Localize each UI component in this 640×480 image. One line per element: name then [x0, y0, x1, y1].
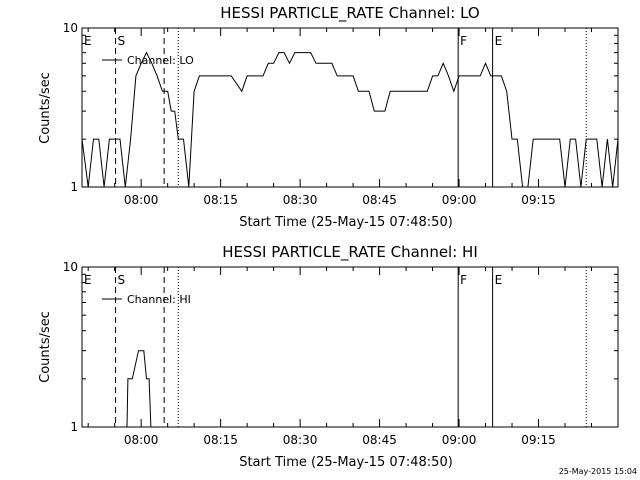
x-axis-label: Start Time (25-May-15 07:48:50) [239, 455, 453, 470]
x-tick-label: 08:45 [362, 193, 397, 207]
x-tick-label: 09:00 [442, 433, 477, 447]
panel-lo: HESSI PARTICLE_RATE Channel: LO E S F E 08:… [38, 4, 619, 230]
x-tick-label: 08:45 [362, 433, 397, 447]
plot-frame [81, 266, 619, 428]
legend-label: Channel: LO [127, 54, 194, 67]
y-axis-label: Counts/sec [38, 72, 53, 144]
y-axis-ticks: 1 10 [63, 21, 618, 194]
event-marker-label: E [84, 34, 92, 48]
x-tick-label: 09:15 [521, 433, 556, 447]
x-tick-label: 08:15 [203, 193, 238, 207]
legend-label: Channel: HI [127, 293, 191, 306]
x-tick-label: 09:15 [521, 193, 556, 207]
y-axis-ticks: 1 10 [63, 260, 618, 434]
x-axis-ticks: 08:00 08:15 08:30 08:45 09:00 09:15 [87, 267, 619, 447]
y-axis-label: Counts/sec [38, 311, 53, 383]
event-marker-label: S [118, 273, 126, 287]
y-tick-label: 1 [70, 180, 78, 194]
x-tick-label: 08:30 [283, 193, 318, 207]
chart-title: HESSI PARTICLE_RATE Channel: HI [222, 243, 478, 262]
series-line-lo [81, 51, 619, 188]
event-marker-label: E [495, 34, 503, 48]
x-tick-label: 09:00 [442, 193, 477, 207]
event-marker-label: S [118, 34, 126, 48]
x-tick-label: 08:30 [283, 433, 318, 447]
y-tick-label: 1 [70, 420, 78, 434]
plot-frame [81, 27, 619, 188]
x-axis-label: Start Time (25-May-15 07:48:50) [239, 215, 453, 230]
event-marker-label: E [84, 273, 92, 287]
plot-timestamp: 25-May-2015 15:04 [559, 467, 637, 476]
x-tick-label: 08:00 [124, 193, 159, 207]
y-tick-label: 10 [63, 21, 78, 35]
x-tick-label: 08:15 [203, 433, 238, 447]
x-axis-ticks: 08:00 08:15 08:30 08:45 09:00 09:15 [87, 28, 619, 207]
event-marker-label: E [495, 273, 503, 287]
chart-title: HESSI PARTICLE_RATE Channel: LO [220, 4, 479, 23]
y-tick-label: 10 [63, 260, 78, 274]
event-marker-label: F [460, 273, 467, 287]
panel-hi: HESSI PARTICLE_RATE Channel: HI E S F E 08:… [38, 243, 619, 470]
series-line-hi [126, 350, 152, 428]
event-marker-label: F [460, 34, 467, 48]
x-tick-label: 08:00 [124, 433, 159, 447]
